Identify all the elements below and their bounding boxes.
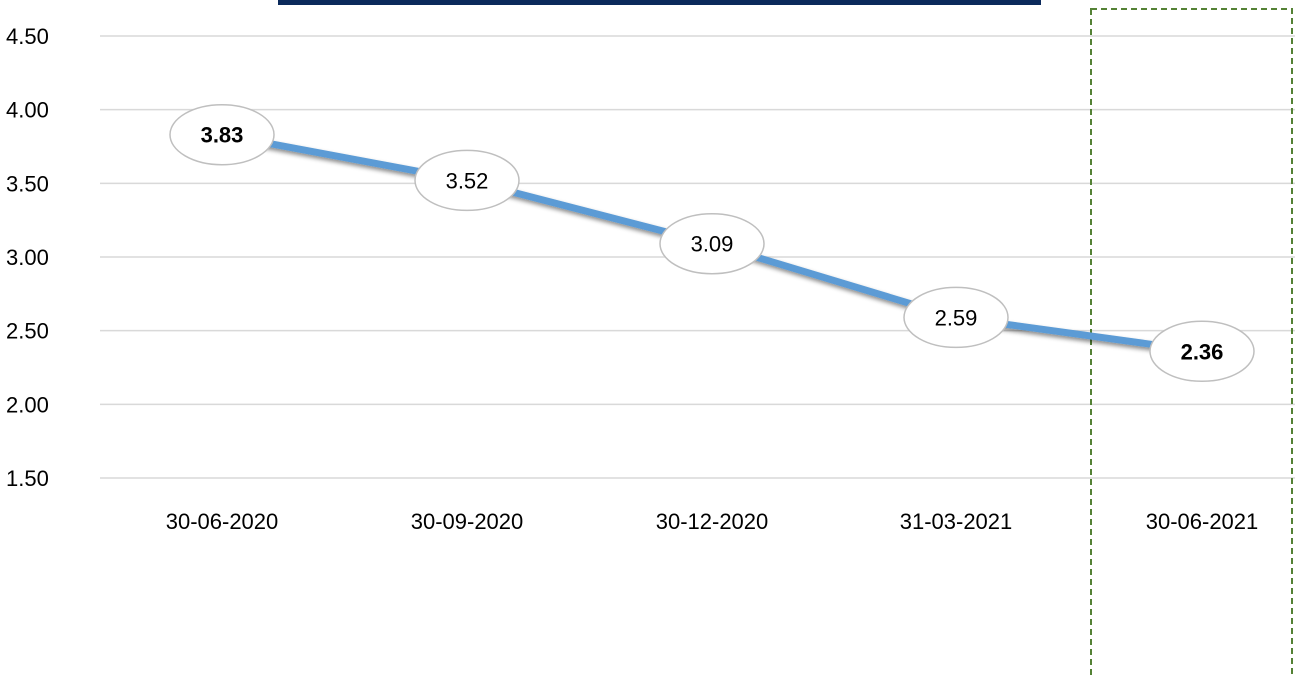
data-label-bubble bbox=[1149, 320, 1255, 383]
x-tick-label: 30-06-2020 bbox=[166, 509, 279, 534]
y-tick-label: 2.50 bbox=[6, 319, 49, 344]
x-axis-tick-labels: 30-06-2020 30-09-2020 30-12-2020 31-03-2021… bbox=[166, 509, 1259, 534]
data-label: 3.83 bbox=[169, 103, 275, 166]
x-tick-label: 30-06-2021 bbox=[1146, 509, 1259, 534]
data-label-bubble bbox=[659, 212, 765, 275]
gridlines bbox=[100, 35, 1295, 479]
data-label-text: 3.09 bbox=[691, 232, 734, 257]
data-label-bubble bbox=[169, 103, 275, 166]
data-label-text: 2.59 bbox=[935, 305, 978, 330]
data-label-text: 3.83 bbox=[201, 123, 244, 148]
x-tick-label: 30-12-2020 bbox=[656, 509, 769, 534]
x-tick-label: 31-03-2021 bbox=[900, 509, 1013, 534]
data-label: 2.36 bbox=[1149, 320, 1255, 383]
data-label: 3.52 bbox=[414, 149, 520, 212]
highlight-box bbox=[1090, 8, 1293, 677]
y-tick-label: 3.50 bbox=[6, 171, 49, 196]
y-axis-tick-labels: 1.50 2.00 2.50 3.00 3.50 4.00 4.50 bbox=[6, 24, 49, 491]
data-label: 2.59 bbox=[903, 286, 1009, 349]
data-label-layer: 3.83 3.52 3.09 2.59 2.36 bbox=[169, 103, 1255, 383]
data-label-bubble bbox=[903, 286, 1009, 349]
y-tick-label: 1.50 bbox=[6, 466, 49, 491]
y-tick-label: 4.50 bbox=[6, 24, 49, 49]
y-tick-label: 2.00 bbox=[6, 392, 49, 417]
y-tick-label: 4.00 bbox=[6, 98, 49, 123]
y-tick-label: 3.00 bbox=[6, 245, 49, 270]
x-tick-label: 30-09-2020 bbox=[411, 509, 524, 534]
data-label-text: 3.52 bbox=[446, 168, 489, 193]
data-label-text: 2.36 bbox=[1181, 339, 1224, 364]
data-label-bubble bbox=[414, 149, 520, 212]
title-bar bbox=[278, 0, 1041, 5]
data-label: 3.09 bbox=[659, 212, 765, 275]
